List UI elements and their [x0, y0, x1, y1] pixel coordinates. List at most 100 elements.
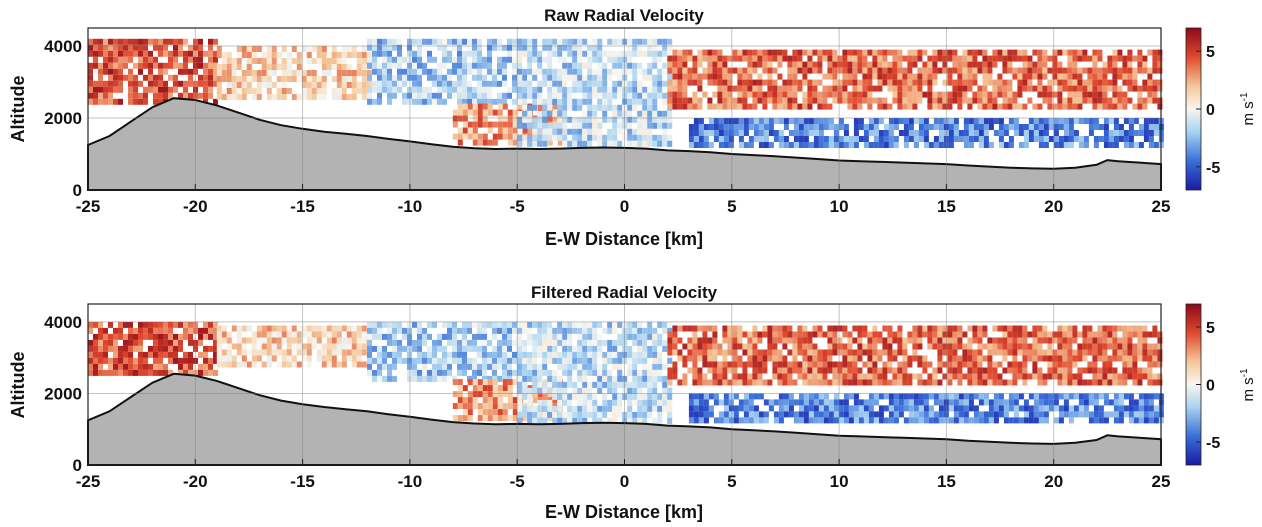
velocity-cell: [251, 343, 257, 350]
velocity-cell: [968, 405, 974, 412]
velocity-cell: [922, 67, 928, 74]
velocity-cell: [236, 331, 242, 338]
velocity-cell: [457, 44, 462, 51]
velocity-cell: [1107, 97, 1113, 104]
velocity-cell: [953, 417, 959, 424]
velocity-cell: [757, 73, 763, 80]
velocity-cell: [838, 142, 844, 148]
velocity-cell: [572, 387, 578, 394]
velocity-cell: [727, 79, 733, 86]
velocity-cell: [1112, 331, 1118, 338]
velocity-cell: [407, 68, 412, 75]
velocity-cell: [677, 61, 683, 68]
velocity-cell: [467, 80, 472, 87]
velocity-cell: [517, 62, 523, 69]
velocity-cell: [902, 79, 908, 86]
velocity-cell: [742, 373, 748, 380]
velocity-cell: [1077, 49, 1083, 56]
velocity-cell: [522, 38, 528, 45]
velocity-cell: [662, 363, 668, 370]
velocity-cell: [797, 343, 803, 350]
velocity-cell: [163, 333, 168, 340]
velocity-cell: [1077, 349, 1083, 356]
velocity-cell: [843, 393, 849, 400]
velocity-cell: [98, 62, 103, 69]
velocity-cell: [873, 417, 879, 424]
velocity-cell: [1092, 55, 1098, 62]
velocity-cell: [1053, 136, 1059, 142]
velocity-cell: [692, 61, 698, 68]
velocity-cell: [857, 55, 863, 62]
velocity-cell: [1132, 55, 1138, 62]
velocity-cell: [487, 375, 492, 382]
velocity-cell: [447, 339, 452, 346]
velocity-cell: [988, 142, 994, 148]
velocity-cell: [592, 363, 598, 370]
velocity-cell: [1027, 79, 1033, 86]
velocity-cell: [527, 339, 533, 346]
velocity-cell: [928, 411, 934, 418]
velocity-cell: [477, 133, 483, 140]
velocity-cell: [158, 339, 163, 346]
velocity-cell: [662, 62, 668, 69]
velocity-cell: [832, 73, 838, 80]
velocity-cell: [562, 357, 568, 364]
velocity-cell: [963, 118, 969, 124]
velocity-cell: [687, 325, 693, 332]
velocity-cell: [1007, 91, 1013, 98]
velocity-cell: [767, 67, 773, 74]
velocity-cell: [128, 68, 133, 75]
velocity-cell: [276, 343, 282, 350]
velocity-cell: [652, 98, 658, 105]
velocity-cell: [442, 345, 447, 352]
velocity-cell: [356, 52, 362, 58]
velocity-cell: [1042, 97, 1048, 104]
velocity-cell: [562, 56, 568, 63]
velocity-cell: [567, 417, 573, 424]
velocity-cell: [1042, 55, 1048, 62]
velocity-cell: [236, 76, 242, 82]
velocity-cell: [642, 104, 648, 111]
velocity-cell: [753, 136, 759, 142]
velocity-cell: [602, 92, 608, 99]
velocity-cell: [341, 82, 347, 88]
velocity-cell: [1157, 379, 1163, 386]
velocity-cell: [316, 46, 322, 52]
velocity-cell: [858, 124, 864, 130]
velocity-cell: [642, 405, 648, 412]
velocity-cell: [557, 98, 563, 105]
velocity-cell: [632, 339, 638, 346]
velocity-cell: [547, 327, 553, 334]
velocity-cell: [98, 86, 103, 93]
velocity-cell: [637, 357, 643, 364]
velocity-cell: [1157, 361, 1163, 368]
velocity-cell: [1027, 331, 1033, 338]
velocity-cell: [677, 349, 683, 356]
velocity-cell: [582, 140, 588, 147]
velocity-cell: [1057, 373, 1063, 380]
velocity-cell: [1152, 325, 1158, 332]
velocity-cell: [331, 337, 337, 344]
velocity-cell: [587, 327, 593, 334]
velocity-cell: [542, 345, 548, 352]
velocity-cell: [492, 391, 498, 398]
velocity-cell: [452, 339, 457, 346]
velocity-cell: [947, 331, 953, 338]
velocity-cell: [762, 355, 768, 362]
velocity-cell: [748, 142, 754, 148]
velocity-cell: [1117, 97, 1123, 104]
velocity-cell: [123, 50, 128, 57]
velocity-cell: [748, 393, 754, 400]
velocity-cell: [527, 68, 533, 75]
velocity-cell: [286, 76, 292, 82]
velocity-cell: [427, 333, 432, 340]
velocity-cell: [862, 79, 868, 86]
velocity-cell: [858, 417, 864, 424]
velocity-cell: [877, 355, 883, 362]
velocity-cell: [597, 104, 603, 111]
velocity-cell: [512, 321, 517, 328]
velocity-cell: [382, 80, 387, 87]
velocity-cell: [542, 399, 548, 406]
velocity-cell: [992, 379, 998, 386]
velocity-cell: [1068, 124, 1074, 130]
